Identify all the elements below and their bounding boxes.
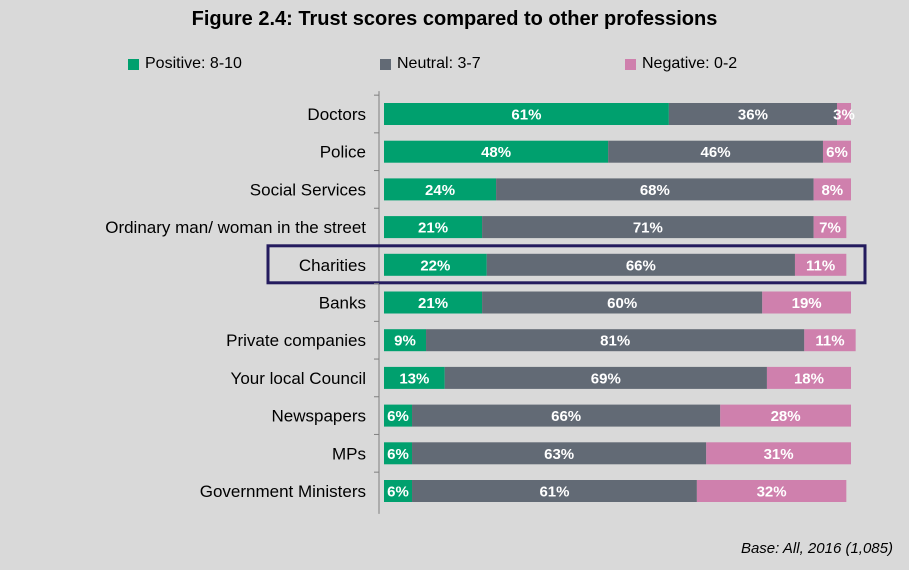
- data-label-positive-8-10-private-companies: 9%: [394, 333, 416, 350]
- data-label-negative-0-2-newspapers: 28%: [771, 408, 801, 425]
- data-label-positive-8-10-government-ministers: 6%: [387, 484, 409, 501]
- data-label-neutral-3-7-private-companies: 81%: [600, 333, 630, 350]
- data-label-negative-0-2-ordinary-man-woman-in-the-street: 7%: [819, 220, 841, 237]
- data-label-positive-8-10-doctors: 61%: [511, 107, 541, 124]
- legend-label-positive: Positive: 8-10: [145, 55, 242, 72]
- bar-positive-8-10-your-local-council: [384, 366, 445, 389]
- data-label-negative-0-2-government-ministers: 32%: [757, 484, 787, 501]
- bar-neutral-3-7-mps: [412, 442, 707, 465]
- data-label-neutral-3-7-your-local-council: 69%: [591, 370, 621, 387]
- bar-positive-8-10-mps: [384, 442, 413, 465]
- category-label-police: Police: [320, 143, 366, 162]
- category-label-charities: Charities: [299, 256, 366, 275]
- legend-swatch-neutral: [380, 58, 391, 70]
- bar-negative-0-2-charities: [794, 253, 847, 276]
- category-label-social-services: Social Services: [250, 180, 366, 199]
- category-label-banks: Banks: [319, 294, 366, 313]
- data-label-negative-0-2-charities: 11%: [806, 257, 835, 274]
- bar-negative-0-2-social-services: [813, 178, 851, 201]
- data-label-negative-0-2-banks: 19%: [792, 295, 822, 312]
- bar-positive-8-10-police: [384, 140, 609, 163]
- data-label-neutral-3-7-government-ministers: 61%: [539, 484, 569, 501]
- data-label-negative-0-2-mps: 31%: [764, 446, 794, 463]
- legend-label-neutral: Neutral: 3-7: [397, 55, 481, 72]
- data-label-negative-0-2-your-local-council: 18%: [794, 370, 824, 387]
- highlight-box-charities: [266, 244, 867, 285]
- bar-neutral-3-7-your-local-council: [444, 366, 767, 389]
- category-label-doctors: Doctors: [307, 105, 366, 124]
- data-label-positive-8-10-newspapers: 6%: [387, 408, 409, 425]
- data-label-negative-0-2-doctors: 3%: [833, 107, 855, 124]
- data-label-neutral-3-7-banks: 60%: [607, 295, 637, 312]
- data-label-positive-8-10-your-local-council: 13%: [399, 370, 429, 387]
- bar-negative-0-2-private-companies: [804, 329, 856, 352]
- bar-neutral-3-7-ordinary-man-woman-in-the-street: [482, 216, 814, 239]
- category-label-newspapers: Newspapers: [272, 407, 367, 426]
- bar-neutral-3-7-doctors: [668, 103, 837, 125]
- legend-item-positive: Positive: 8-10: [128, 55, 242, 73]
- category-label-mps: MPs: [332, 444, 366, 463]
- bar-positive-8-10-ordinary-man-woman-in-the-street: [384, 216, 483, 239]
- data-label-neutral-3-7-newspapers: 66%: [551, 408, 581, 425]
- bar-negative-0-2-mps: [706, 442, 851, 465]
- bar-positive-8-10-newspapers: [384, 404, 413, 427]
- legend-swatch-positive: [128, 58, 139, 70]
- bar-positive-8-10-doctors: [384, 103, 669, 125]
- bar-positive-8-10-charities: [384, 253, 487, 276]
- bar-negative-0-2-doctors: [836, 103, 851, 125]
- bar-neutral-3-7-banks: [482, 291, 763, 314]
- bar-positive-8-10-private-companies: [384, 329, 427, 352]
- data-label-neutral-3-7-charities: 66%: [626, 257, 656, 274]
- data-label-negative-0-2-private-companies: 11%: [815, 333, 844, 350]
- bar-negative-0-2-ordinary-man-woman-in-the-street: [813, 216, 847, 239]
- category-label-private-companies: Private companies: [226, 331, 366, 350]
- bar-positive-8-10-banks: [384, 291, 483, 314]
- bar-negative-0-2-police: [822, 140, 851, 163]
- data-label-neutral-3-7-doctors: 36%: [738, 107, 768, 124]
- data-label-neutral-3-7-ordinary-man-woman-in-the-street: 71%: [633, 220, 663, 237]
- data-label-neutral-3-7-mps: 63%: [544, 446, 574, 463]
- data-label-positive-8-10-police: 48%: [481, 144, 511, 161]
- bar-negative-0-2-government-ministers: [696, 480, 847, 502]
- data-label-negative-0-2-social-services: 8%: [821, 182, 843, 199]
- data-label-neutral-3-7-police: 46%: [701, 144, 731, 161]
- footnote: Base: All, 2016 (1,085): [740, 540, 893, 557]
- bar-negative-0-2-banks: [762, 291, 851, 314]
- data-label-positive-8-10-charities: 22%: [420, 257, 450, 274]
- legend-item-neutral: Neutral: 3-7: [380, 55, 481, 73]
- category-label-your-local-council: Your local Council: [231, 369, 366, 388]
- legend-label-negative: Negative: 0-2: [642, 55, 738, 72]
- legend-item-negative: Negative: 0-2: [625, 55, 737, 73]
- data-label-positive-8-10-mps: 6%: [387, 446, 409, 463]
- data-label-positive-8-10-banks: 21%: [418, 295, 448, 312]
- bar-negative-0-2-your-local-council: [766, 366, 851, 389]
- data-label-positive-8-10-social-services: 24%: [425, 182, 455, 199]
- category-label-government-ministers: Government Ministers: [200, 482, 366, 501]
- bar-neutral-3-7-private-companies: [426, 329, 805, 352]
- bar-neutral-3-7-newspapers: [412, 404, 721, 427]
- data-label-neutral-3-7-social-services: 68%: [640, 182, 670, 199]
- bar-neutral-3-7-police: [608, 140, 823, 163]
- bar-neutral-3-7-government-ministers: [412, 480, 697, 502]
- bar-neutral-3-7-social-services: [496, 178, 814, 201]
- category-label-ordinary-man-woman-in-the-street: Ordinary man/ woman in the street: [105, 218, 366, 237]
- legend-swatch-negative: [625, 58, 636, 70]
- bar-positive-8-10-government-ministers: [384, 480, 413, 502]
- data-label-negative-0-2-police: 6%: [826, 144, 848, 161]
- data-label-positive-8-10-ordinary-man-woman-in-the-street: 21%: [418, 220, 448, 237]
- bar-positive-8-10-social-services: [384, 178, 497, 201]
- bar-negative-0-2-newspapers: [720, 404, 851, 427]
- chart-title: Figure 2.4: Trust scores compared to oth…: [191, 8, 718, 30]
- bar-neutral-3-7-charities: [486, 253, 795, 276]
